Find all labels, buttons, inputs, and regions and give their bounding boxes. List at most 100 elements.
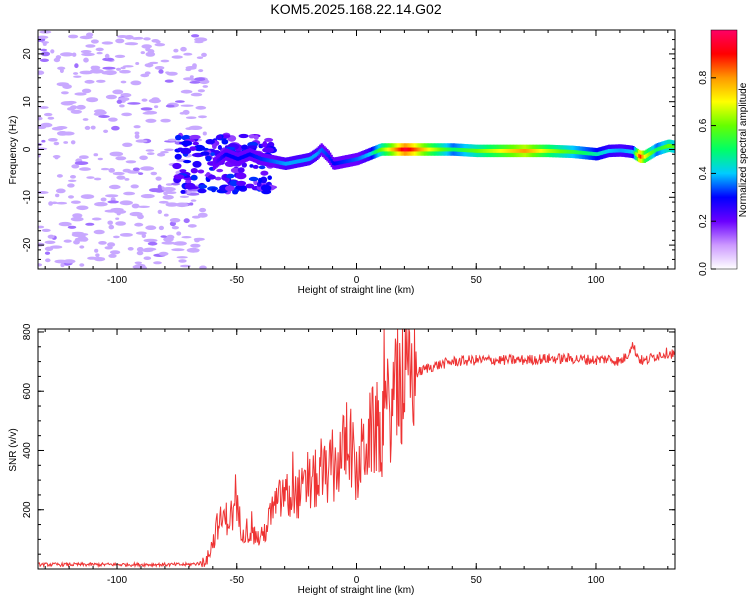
noise-blob [119, 233, 133, 237]
ridge-core [477, 149, 480, 153]
noise-blob [67, 107, 75, 111]
noise-blob [164, 79, 174, 83]
ridge-core [382, 147, 385, 152]
ridge-core [306, 157, 309, 162]
noise-blob [183, 218, 190, 224]
ridge-core [467, 148, 470, 153]
ridge-core [554, 149, 557, 154]
noise-blob [140, 194, 155, 199]
ridge-core [395, 147, 398, 152]
ridge-core [567, 149, 570, 154]
cluster-blob [221, 139, 229, 145]
noise-blob [93, 229, 105, 235]
noise-blob [80, 194, 95, 200]
noise-blob [173, 241, 187, 246]
noise-blob [130, 184, 139, 189]
noise-blob [165, 202, 179, 207]
ridge-core [661, 145, 664, 150]
noise-blob [103, 129, 109, 133]
ridge-core [357, 156, 361, 161]
noise-blob [175, 202, 189, 208]
ridge-core [546, 149, 549, 153]
ridge-core [303, 158, 306, 162]
ridge-core [540, 149, 543, 153]
noise-blob [38, 191, 49, 194]
noise-blob [71, 232, 85, 237]
noise-blob [202, 131, 207, 136]
ridge-core [220, 156, 223, 160]
noise-blob [194, 40, 204, 44]
noise-blob [70, 216, 84, 222]
noise-blob [158, 69, 164, 74]
noise-blob [141, 248, 154, 253]
ridge-core [221, 155, 224, 159]
ridge-core [587, 151, 590, 156]
ridge-core [474, 148, 477, 153]
noise-blob [171, 226, 179, 230]
noise-blob [154, 66, 165, 70]
noise-blob [160, 151, 169, 154]
ridge-core [504, 149, 507, 153]
ridge-core [432, 147, 435, 152]
x-tick-label: 50 [471, 275, 483, 286]
noise-blob [124, 178, 130, 181]
ridge-core [352, 158, 355, 162]
ridge-core [646, 153, 649, 157]
noise-blob [73, 72, 79, 75]
ridge-core [291, 160, 294, 165]
noise-blob [176, 256, 188, 259]
noise-blob [100, 167, 110, 171]
noise-blob [202, 85, 209, 88]
ridge-core [251, 153, 254, 158]
noise-blob [108, 224, 115, 230]
noise-blob [140, 73, 150, 78]
ridge-core [498, 149, 501, 153]
ridge-core [253, 154, 256, 158]
ridge-core [521, 149, 524, 153]
ridge-core [607, 149, 611, 153]
cluster-blob [181, 140, 193, 147]
ridge-core [448, 147, 451, 152]
ridge-core [314, 153, 317, 157]
noise-blob [67, 179, 77, 182]
noise-blob [155, 176, 162, 181]
noise-blob [138, 172, 144, 176]
ridge-core [224, 152, 227, 157]
cluster-blob [180, 189, 186, 194]
noise-blob [143, 256, 152, 261]
noise-blob [47, 234, 55, 239]
ridge-core [494, 149, 497, 153]
cluster-blob [249, 164, 254, 168]
ridge-core [363, 154, 366, 159]
noise-blob [55, 188, 66, 194]
ridge-core [615, 148, 618, 153]
noise-blob [38, 263, 43, 267]
noise-blob [50, 49, 55, 54]
ridge-core [669, 144, 672, 148]
ridge-core [628, 149, 631, 154]
noise-blob [81, 88, 92, 94]
noise-blob [90, 65, 96, 70]
ridge-core [296, 159, 299, 164]
ridge-core [232, 155, 236, 160]
ridge-core [373, 150, 376, 155]
noise-blob [67, 183, 75, 188]
ridge-core [281, 161, 284, 166]
snr-xlabel: Height of straight line (km) [298, 585, 415, 596]
cluster-blob [216, 134, 222, 140]
noise-blob [56, 201, 68, 205]
noise-blob [105, 194, 119, 198]
ridge-core [639, 154, 642, 159]
ridge-core [582, 151, 585, 155]
ridge-core [645, 153, 648, 158]
noise-blob [119, 69, 131, 74]
noise-blob [80, 50, 92, 54]
ridge-core [375, 149, 378, 154]
ridge-core [530, 149, 533, 153]
ridge-core [349, 158, 352, 163]
ridge-core [215, 159, 218, 164]
ridge-core [336, 161, 339, 165]
ridge-core [261, 157, 264, 162]
noise-blob [79, 245, 85, 249]
ridge-core [310, 155, 313, 160]
